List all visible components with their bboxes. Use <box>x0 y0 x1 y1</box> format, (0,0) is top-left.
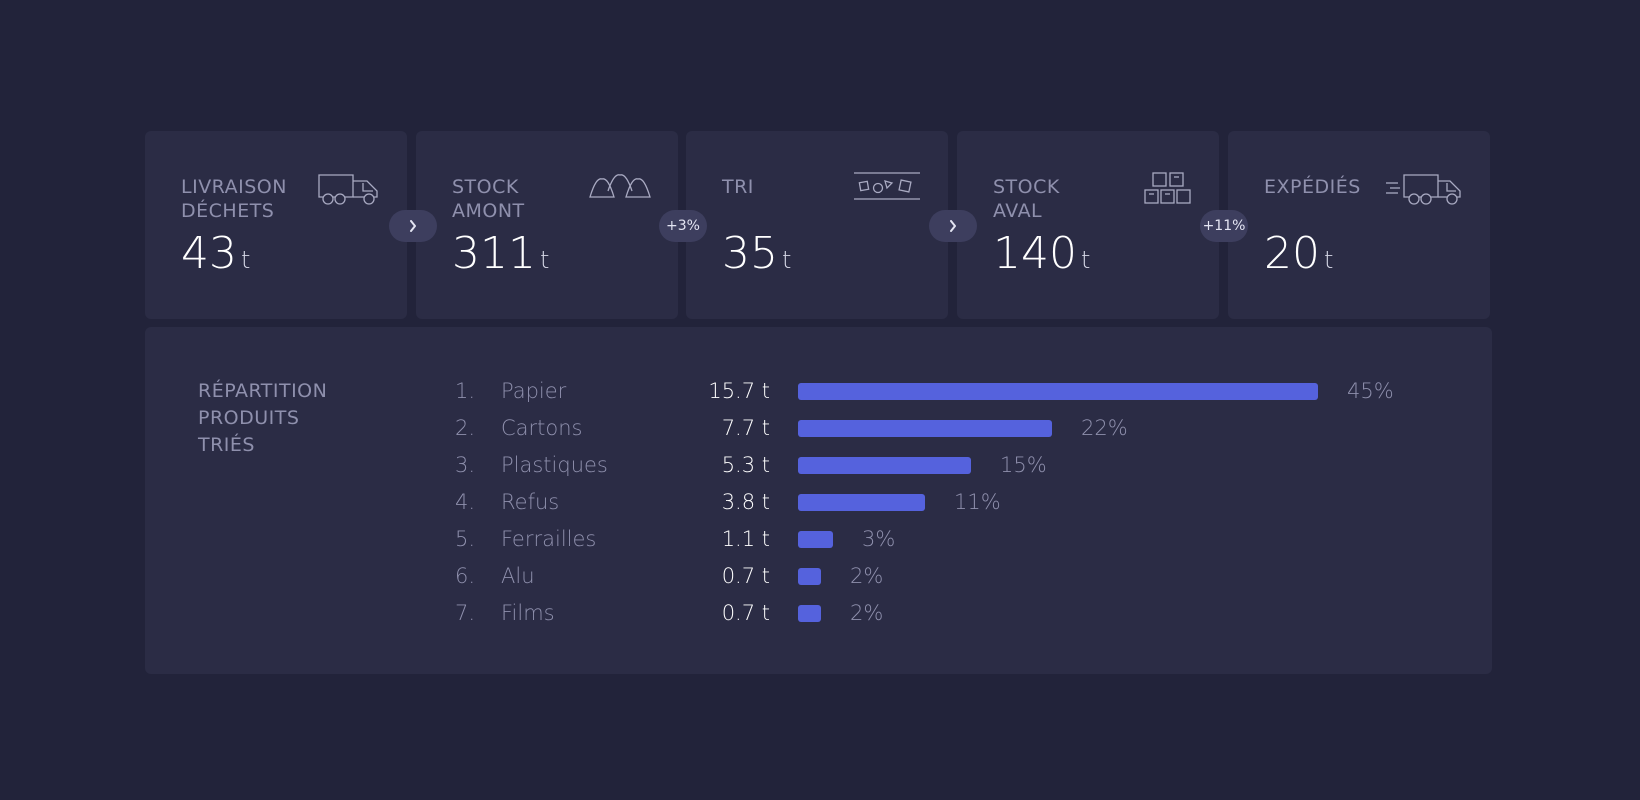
row-rank: 5. <box>455 527 476 551</box>
row-bar <box>798 494 925 511</box>
breakdown-row: 7. Films 0.7 t 2% <box>145 595 1492 632</box>
row-percent-label: 22% <box>1081 416 1128 440</box>
row-rank: 2. <box>455 416 476 440</box>
kpi-value: 20 t <box>1264 228 1334 279</box>
row-bar <box>798 605 821 622</box>
row-percent-label: 3% <box>862 527 896 551</box>
kpi-label: STOCK AVAL <box>993 176 1060 222</box>
row-category-label: Alu <box>501 564 535 588</box>
kpi-value: 311 t <box>452 228 550 279</box>
flow-connector <box>929 210 977 242</box>
kpi-label: LIVRAISON DÉCHETS <box>181 176 287 222</box>
row-rank: 7. <box>455 601 476 625</box>
breakdown-row: 3. Plastiques 5.3 t 15% <box>145 447 1492 484</box>
row-category-label: Ferrailles <box>501 527 597 551</box>
kpi-label: TRI <box>722 176 754 198</box>
row-amount: 0.7 t <box>721 601 770 625</box>
conveyor-sorting-icon <box>852 171 922 201</box>
row-bar <box>798 420 1052 437</box>
chevron-right-icon <box>410 220 416 232</box>
flow-connector <box>389 210 437 242</box>
breakdown-row: 2. Cartons 7.7 t 22% <box>145 410 1492 447</box>
kpi-label: STOCK AMONT <box>452 176 525 222</box>
row-category-label: Refus <box>501 490 560 514</box>
kpi-value: 140 t <box>993 228 1091 279</box>
kpi-card-livraison: LIVRAISON DÉCHETS 43 t <box>145 131 407 319</box>
row-amount: 1.1 t <box>721 527 770 551</box>
kpi-card-stock-aval: STOCK AVAL 140 t <box>957 131 1219 319</box>
breakdown-row: 4. Refus 3.8 t 11% <box>145 484 1492 521</box>
row-amount: 15.7 t <box>708 379 770 403</box>
row-rank: 4. <box>455 490 476 514</box>
breakdown-row: 6. Alu 0.7 t 2% <box>145 558 1492 595</box>
flow-connector-percent: +11% <box>1200 210 1248 242</box>
garbage-truck-icon <box>317 171 381 205</box>
kpi-card-expedies: EXPÉDIÉS 20 t <box>1228 131 1490 319</box>
row-amount: 3.8 t <box>721 490 770 514</box>
breakdown-row: 1. Papier 15.7 t 45% <box>145 373 1492 410</box>
breakdown-panel: RÉPARTITION PRODUITS TRIÉS 1. Papier 15.7 … <box>145 327 1492 674</box>
row-category-label: Cartons <box>501 416 583 440</box>
piles-icon <box>588 171 652 201</box>
shipping-truck-icon <box>1384 171 1464 205</box>
row-bar <box>798 531 833 548</box>
row-category-label: Plastiques <box>501 453 608 477</box>
kpi-card-tri: TRI 35 t <box>686 131 948 319</box>
kpi-value: 35 t <box>722 228 792 279</box>
row-amount: 5.3 t <box>721 453 770 477</box>
kpi-value: 43 t <box>181 228 251 279</box>
row-rank: 6. <box>455 564 476 588</box>
row-category-label: Papier <box>501 379 567 403</box>
row-bar <box>798 568 821 585</box>
kpi-label: EXPÉDIÉS <box>1264 176 1361 198</box>
row-bar <box>798 383 1318 400</box>
row-rank: 3. <box>455 453 476 477</box>
breakdown-row: 5. Ferrailles 1.1 t 3% <box>145 521 1492 558</box>
flow-connector-percent: +3% <box>659 210 707 242</box>
row-bar <box>798 457 971 474</box>
row-percent-label: 11% <box>954 490 1001 514</box>
chevron-right-icon <box>950 220 956 232</box>
kpi-card-stock-amont: STOCK AMONT 311 t <box>416 131 678 319</box>
row-rank: 1. <box>455 379 476 403</box>
row-percent-label: 45% <box>1347 379 1394 403</box>
row-amount: 7.7 t <box>721 416 770 440</box>
row-percent-label: 2% <box>850 601 884 625</box>
panel-title: RÉPARTITION PRODUITS TRIÉS <box>198 380 328 456</box>
row-percent-label: 2% <box>850 564 884 588</box>
row-amount: 0.7 t <box>721 564 770 588</box>
row-percent-label: 15% <box>1000 453 1047 477</box>
row-category-label: Films <box>501 601 555 625</box>
stacked-bales-icon <box>1143 171 1193 205</box>
